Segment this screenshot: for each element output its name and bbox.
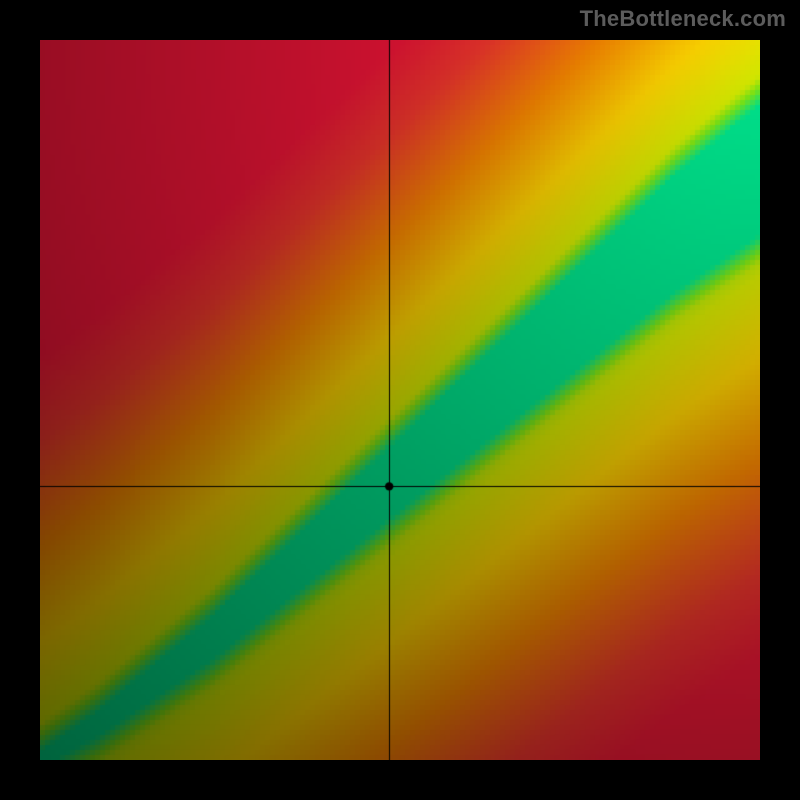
watermark-text: TheBottleneck.com — [580, 6, 786, 32]
figure-container: TheBottleneck.com — [0, 0, 800, 800]
bottleneck-heatmap — [40, 40, 760, 760]
